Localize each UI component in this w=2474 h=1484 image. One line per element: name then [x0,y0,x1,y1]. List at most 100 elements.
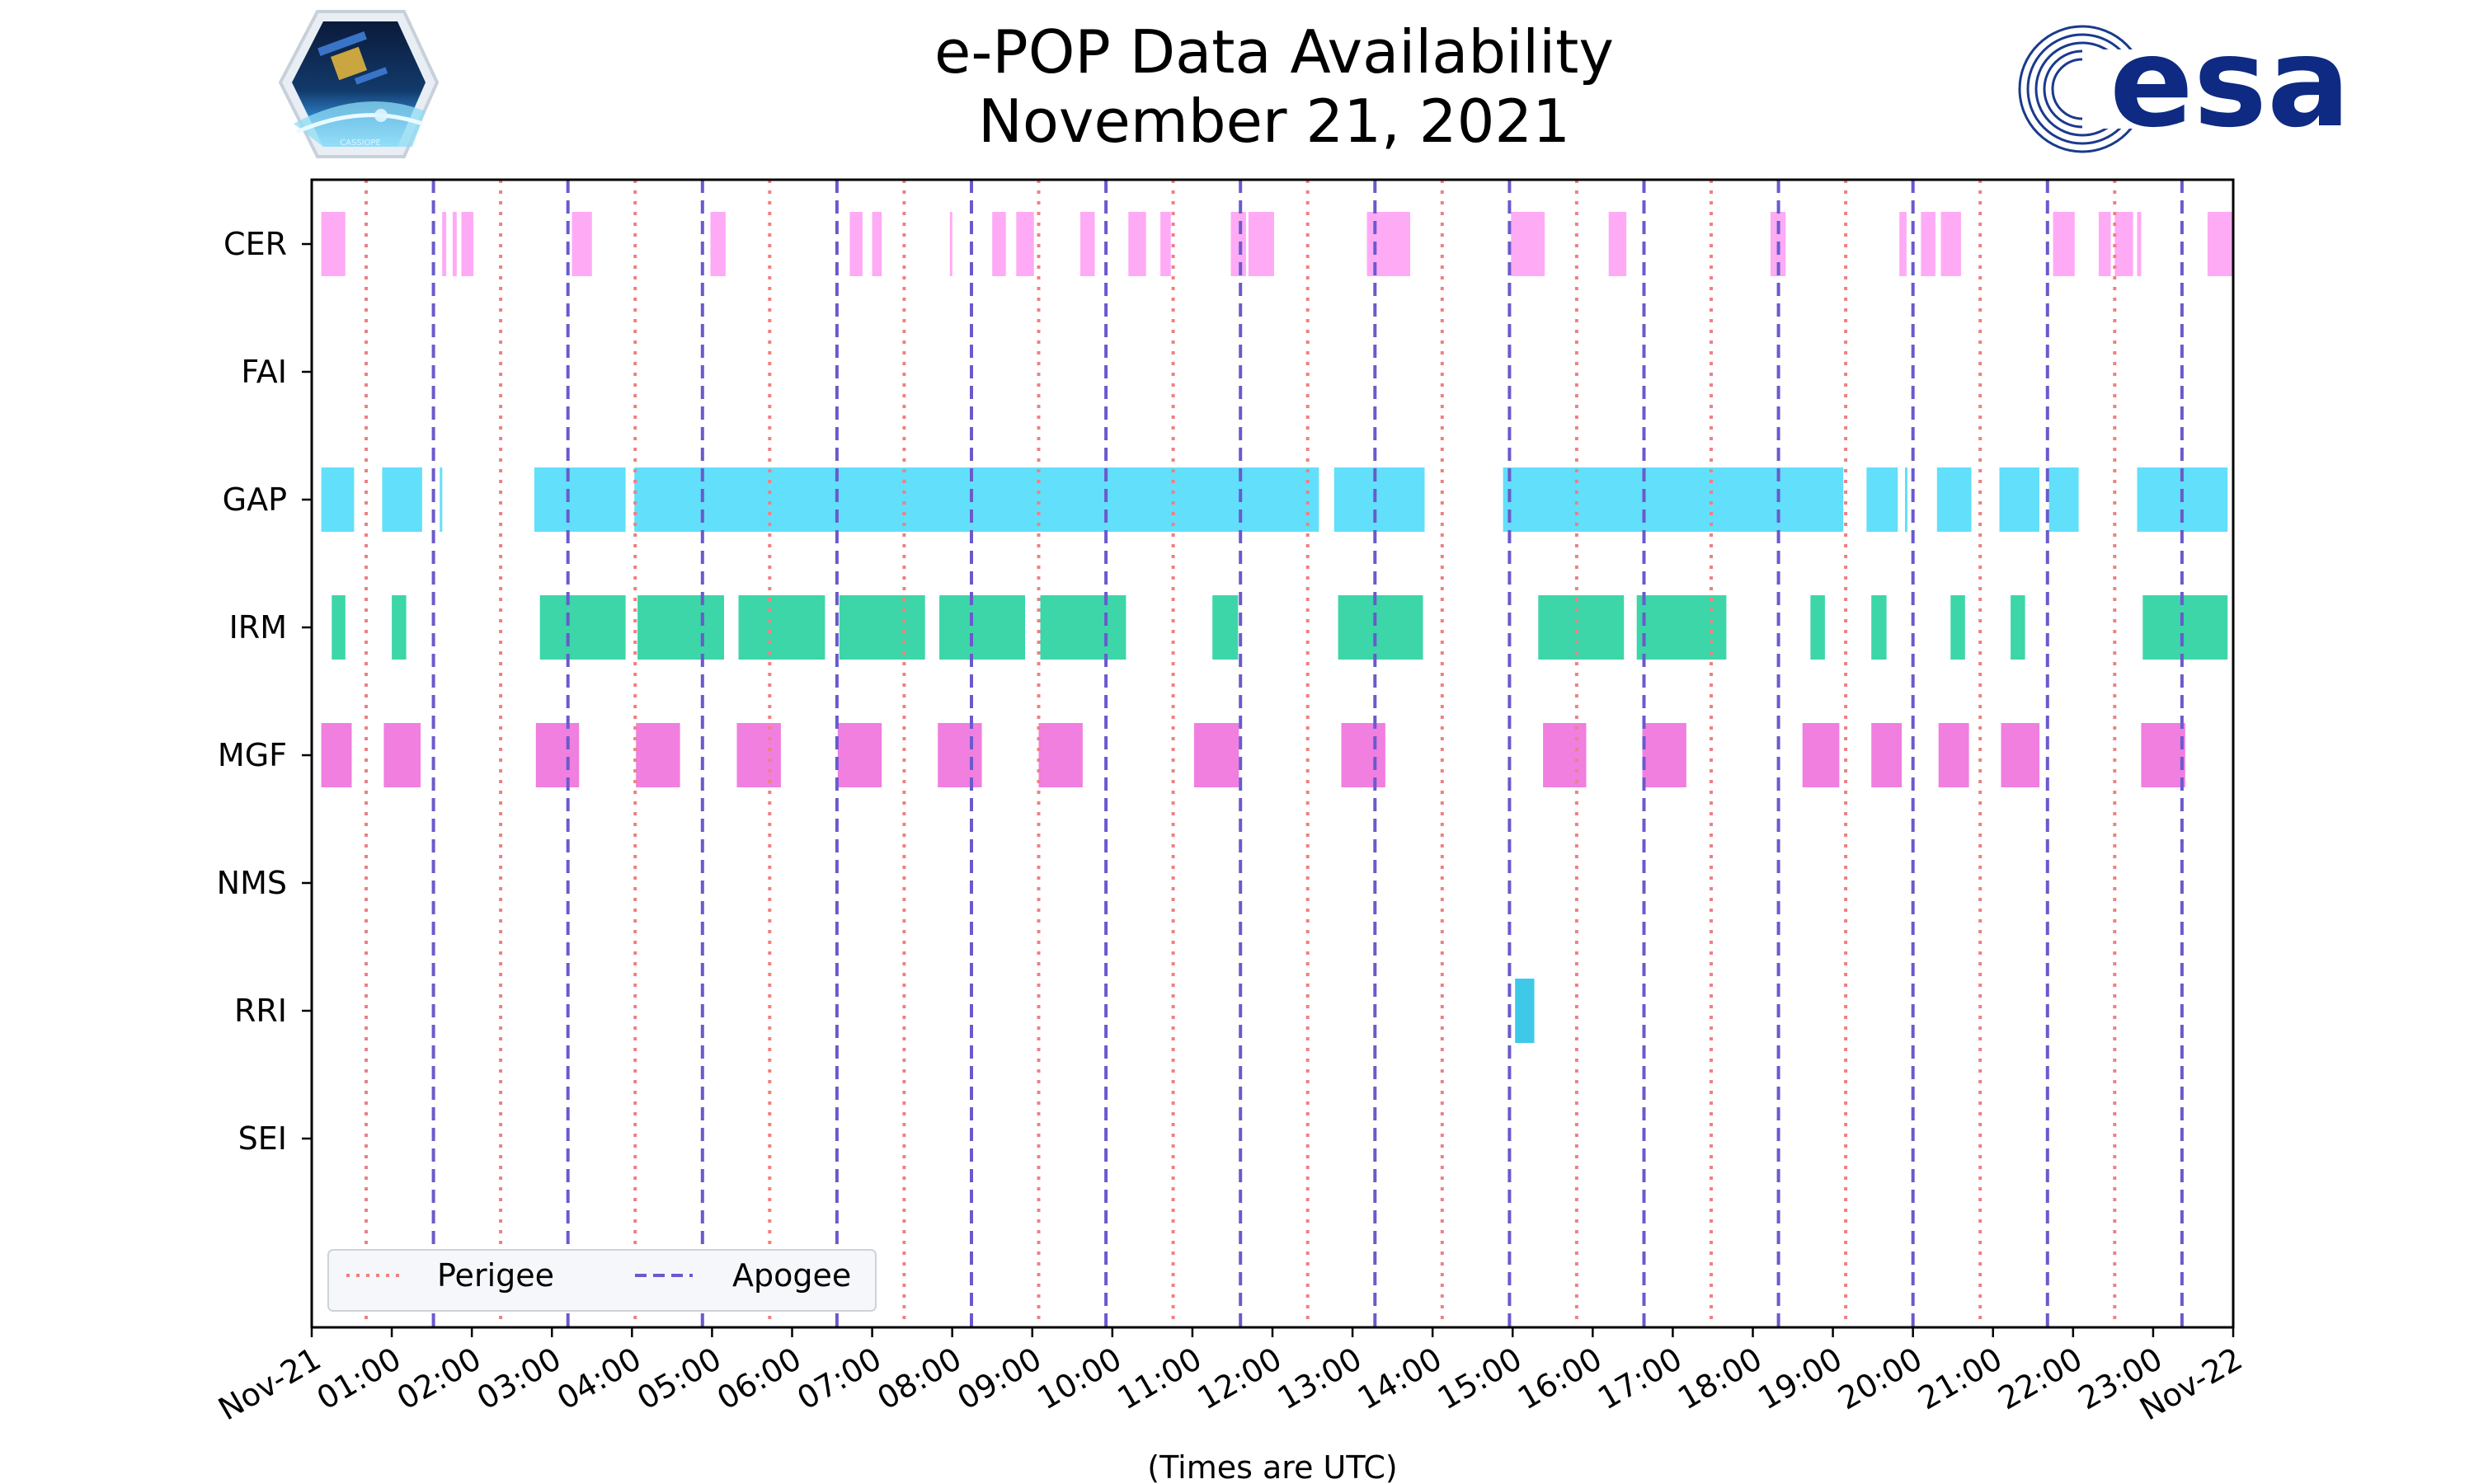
bar-mgf-16 [2141,723,2185,787]
bar-cer-6 [849,212,863,276]
bar-mgf-0 [321,723,352,787]
bar-cer-4 [571,212,592,276]
bar-gap-1 [382,467,422,532]
y-tick-label-mgf: MGF [218,737,287,773]
x-tick-label-17: 17:00 [1592,1341,1688,1417]
x-tick-label-22: 22:00 [1992,1341,2088,1417]
bar-cer-7 [872,212,882,276]
bar-mgf-3 [636,723,680,787]
y-tick-label-nms: NMS [217,865,287,901]
cassiope-logo-text: CASSIOPE [340,139,381,148]
x-tick-label-19: 19:00 [1752,1341,1848,1417]
bar-irm-6 [939,595,1025,660]
bar-cer-14 [1230,212,1246,276]
bar-mgf-14 [1938,723,1969,787]
bar-mgf-13 [1871,723,1903,787]
bar-irm-15 [2011,595,2025,660]
orbit-markers [365,180,2184,1327]
bar-gap-7 [1866,467,1898,532]
bar-irm-7 [1040,595,1126,660]
chart-title-line2: November 21, 2021 [978,87,1570,156]
x-tick-label-12: 12:00 [1192,1341,1288,1417]
x-tick-label-21: 21:00 [1912,1341,2008,1417]
legend-perigee-label: Perigee [437,1257,554,1294]
bar-cer-2 [452,212,457,276]
bar-mgf-8 [1193,723,1239,787]
cassiope-logo: CASSIOPE [278,10,440,158]
legend-box [327,1249,877,1312]
x-tick-label-7: 07:00 [791,1341,887,1417]
bar-irm-10 [1538,595,1625,660]
bar-irm-16 [2142,595,2228,660]
y-tick-label-irm: IRM [229,609,287,646]
bar-cer-11 [1080,212,1095,276]
x-tick-label-20: 20:00 [1832,1341,1928,1417]
bar-rri-0 [1515,979,1535,1043]
bar-cer-10 [1016,212,1034,276]
bar-irm-8 [1212,595,1239,660]
x-tick-label-6: 06:00 [711,1341,807,1417]
legend: Perigee Apogee [327,1249,877,1312]
bar-cer-24 [2098,212,2111,276]
bar-irm-0 [332,595,346,660]
bar-cer-9 [992,212,1006,276]
x-tick-label-15: 15:00 [1432,1341,1528,1417]
legend-apogee-label: Apogee [732,1257,851,1294]
bar-cer-12 [1128,212,1146,276]
esa-logo: esa [2018,12,2350,155]
bar-irm-5 [839,595,925,660]
bar-irm-13 [1871,595,1887,660]
bar-mgf-7 [1038,723,1083,787]
x-tick-label-18: 18:00 [1672,1341,1768,1417]
bar-mgf-4 [736,723,781,787]
x-tick-label-9: 09:00 [951,1341,1047,1417]
x-axis: Nov-2101:0002:0003:0004:0005:0006:0007:0… [212,1327,2249,1428]
x-tick-label-14: 14:00 [1352,1341,1448,1417]
bar-irm-4 [738,595,825,660]
x-tick-label-16: 16:00 [1512,1341,1608,1417]
bar-mgf-1 [383,723,421,787]
x-tick-label-11: 11:00 [1112,1341,1208,1417]
bar-cer-0 [321,212,346,276]
bar-irm-3 [637,595,724,660]
x-tick-label-1: 01:00 [311,1341,407,1417]
bar-gap-2 [440,467,443,532]
x-tick-label-0: Nov-21 [212,1341,327,1428]
bar-irm-11 [1636,595,1727,660]
plot-frame [310,178,2235,1329]
bar-mgf-12 [1802,723,1840,787]
chart-title-line1: e-POP Data Availability [934,17,1614,87]
bar-mgf-2 [535,723,580,787]
y-axis: CER FAI GAP IRM MGF NMS RRI SEI [217,226,312,1157]
y-tick-label-cer: CER [223,226,287,262]
bar-gap-8 [1905,467,1907,532]
esa-logo-text: esa [2109,12,2350,155]
bar-cer-17 [1511,212,1545,276]
bar-cer-15 [1248,212,1274,276]
bar-gap-5 [1333,467,1425,532]
availability-bars [321,212,2233,1043]
y-tick-label-sei: SEI [238,1120,287,1157]
y-tick-label-rri: RRI [234,993,287,1029]
bar-gap-6 [1503,467,1844,532]
bar-cer-20 [1899,212,1907,276]
bar-irm-14 [1950,595,1965,660]
bar-mgf-15 [2001,723,2040,787]
bar-cer-3 [461,212,474,276]
bar-cer-25 [2114,212,2133,276]
bar-irm-9 [1338,595,1423,660]
x-tick-label-8: 08:00 [871,1341,967,1417]
bar-mgf-9 [1341,723,1385,787]
bar-cer-13 [1160,212,1171,276]
bar-gap-3 [534,467,626,532]
x-tick-label-10: 10:00 [1031,1341,1127,1417]
bar-cer-1 [442,212,447,276]
bar-irm-1 [392,595,407,660]
bar-irm-12 [1810,595,1825,660]
bar-cer-5 [710,212,726,276]
x-axis-label: (Times are UTC) [1147,1449,1397,1484]
bar-cer-21 [1921,212,1935,276]
bar-mgf-6 [938,723,982,787]
x-tick-label-2: 02:00 [391,1341,487,1417]
